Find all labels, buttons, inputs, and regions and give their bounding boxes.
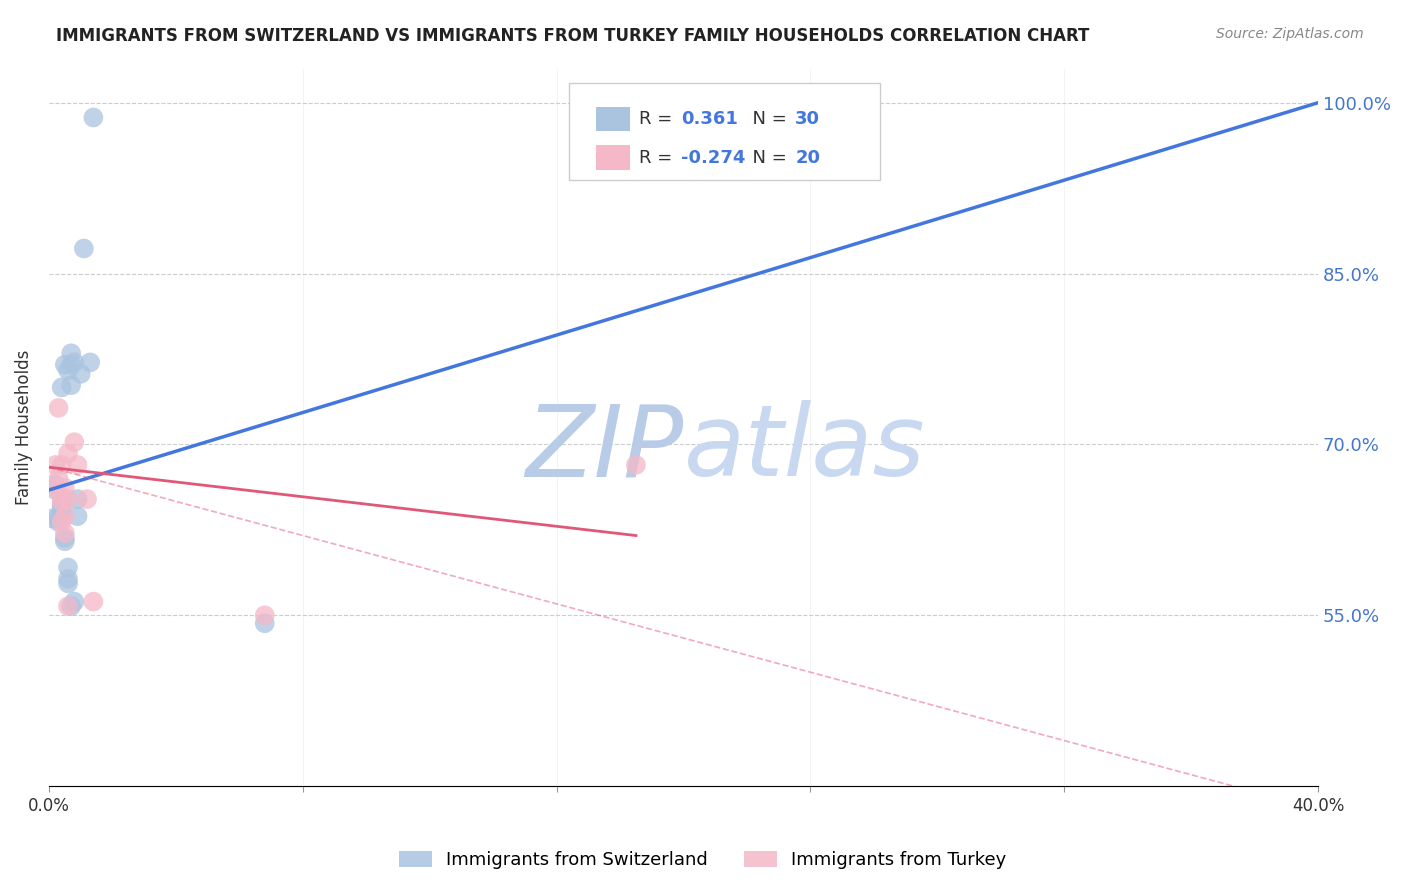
Point [56,363,79,377]
Point [51,490,73,504]
Point [63,355,86,369]
Point [44,458,66,472]
Text: Source: ZipAtlas.com: Source: ZipAtlas.com [1216,27,1364,41]
Text: IMMIGRANTS FROM SWITZERLAND VS IMMIGRANTS FROM TURKEY FAMILY HOUSEHOLDS CORRELAT: IMMIGRANTS FROM SWITZERLAND VS IMMIGRANT… [56,27,1090,45]
Text: R =: R = [640,110,678,128]
Point [66,458,89,472]
Point [44,477,66,491]
Point [66,492,89,507]
Point [82,111,104,125]
Point [253,616,276,631]
Text: 30: 30 [796,110,820,128]
Point [66,509,89,524]
Point [51,380,73,394]
FancyBboxPatch shape [596,145,630,170]
Text: atlas: atlas [683,401,925,498]
Point [56,492,79,507]
Text: R =: R = [640,149,678,167]
Point [53,509,76,524]
Point [82,594,104,608]
Point [79,355,101,369]
Point [624,95,647,110]
Text: 20: 20 [796,149,820,167]
Point [48,510,70,524]
Point [51,458,73,472]
FancyBboxPatch shape [596,107,630,131]
Point [51,500,73,514]
Point [56,572,79,586]
Point [53,358,76,372]
Point [53,526,76,541]
Text: N =: N = [741,110,792,128]
Point [48,472,70,486]
Legend: Immigrants from Switzerland, Immigrants from Turkey: Immigrants from Switzerland, Immigrants … [391,842,1015,879]
Point [53,481,76,495]
Point [60,599,83,614]
Point [44,481,66,495]
Point [48,401,70,415]
FancyBboxPatch shape [569,83,880,180]
Point [51,503,73,517]
Point [60,378,83,392]
Point [63,594,86,608]
Y-axis label: Family Households: Family Households [15,350,32,505]
Point [41,511,63,525]
Point [48,515,70,529]
Point [76,492,98,507]
Text: -0.274: -0.274 [681,149,745,167]
Point [51,494,73,508]
Point [63,435,86,450]
Point [53,531,76,545]
Point [53,534,76,549]
Point [56,576,79,591]
Point [56,446,79,460]
Text: ZIP: ZIP [526,401,683,498]
Point [253,608,276,623]
Point [51,497,73,511]
Point [69,367,91,381]
Point [624,458,647,472]
Point [73,242,96,256]
Point [51,515,73,529]
Point [56,560,79,574]
Point [44,483,66,497]
Point [60,346,83,360]
Text: 0.361: 0.361 [681,110,738,128]
Point [60,358,83,372]
Point [56,599,79,614]
Text: N =: N = [741,149,792,167]
